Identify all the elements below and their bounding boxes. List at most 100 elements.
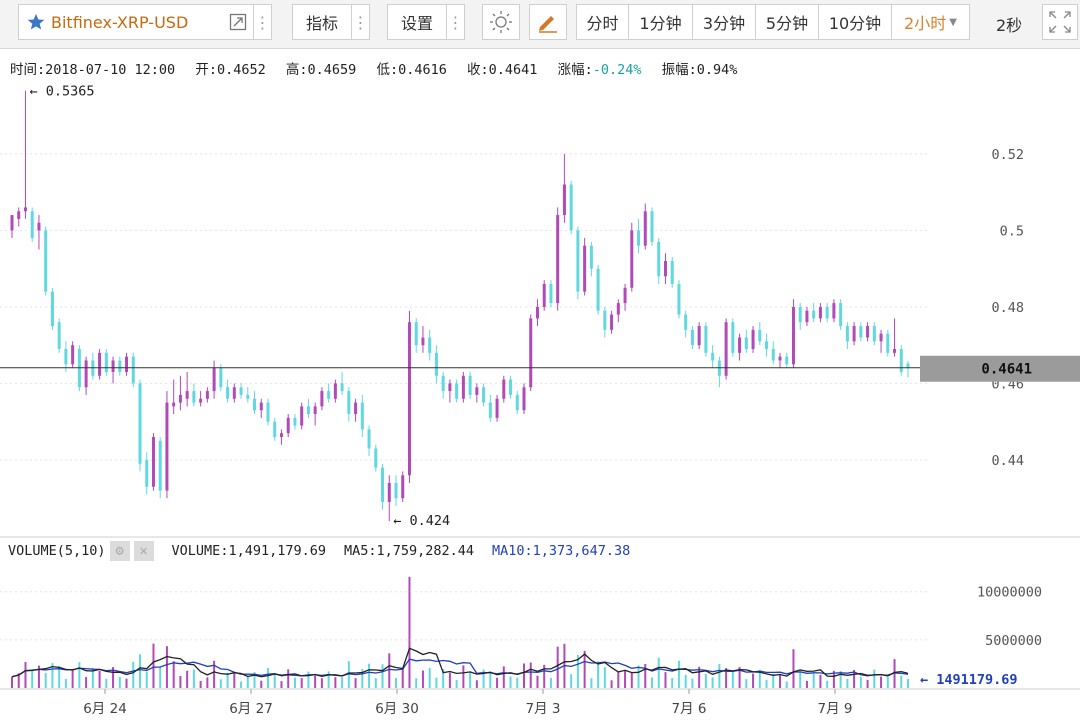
candle-body: [899, 349, 903, 372]
candle-body: [360, 402, 364, 430]
volume-bar: [617, 672, 620, 688]
ohlc-info: 时间:2018-07-10 12:00 开:0.4652 高:0.4659 低:…: [10, 58, 749, 78]
volume-bar: [37, 665, 40, 688]
volume-bar: [64, 678, 67, 688]
candle-body: [845, 326, 849, 342]
volume-bar: [280, 681, 283, 688]
candle-body: [697, 326, 701, 346]
candle-body: [778, 356, 782, 361]
candle-body: [596, 268, 600, 311]
period-fenshi[interactable]: 分时: [576, 4, 629, 40]
candle-body: [542, 283, 546, 307]
amplitude-value: 0.94%: [696, 62, 738, 78]
volume-bar: [334, 677, 337, 688]
change-readout: 涨幅:-0.24%: [558, 62, 642, 78]
price-tick-label: 0.5: [1000, 223, 1024, 239]
settings-button[interactable]: 设置: [387, 4, 447, 40]
symbol-more-icon[interactable]: ⋮: [254, 4, 272, 40]
candle-body: [738, 337, 742, 353]
gear-icon[interactable]: ⚙: [109, 541, 130, 561]
change-label: 涨幅:: [557, 62, 593, 78]
close-icon[interactable]: ✕: [133, 541, 154, 561]
candle-body: [468, 375, 472, 395]
volume-bar: [718, 664, 721, 688]
external-link-icon[interactable]: [229, 13, 247, 31]
candle-body: [535, 306, 539, 319]
candle-body: [731, 322, 735, 353]
period-label: 1分钟: [639, 14, 682, 33]
volume-bar: [839, 670, 842, 688]
settings-label: 设置: [400, 14, 433, 33]
last-price-box: [920, 355, 1080, 382]
candle-body: [293, 417, 297, 426]
volume-bar: [529, 662, 532, 688]
candle-body: [340, 383, 344, 392]
volume-bar: [401, 668, 404, 688]
candle-body: [354, 402, 358, 415]
candle-body: [791, 306, 795, 365]
candle-body: [71, 345, 75, 365]
period-label: 10分钟: [828, 14, 882, 33]
volume-bar: [125, 678, 128, 688]
candle-body: [630, 230, 634, 288]
candle-body: [347, 391, 351, 415]
candle-body: [10, 215, 14, 231]
candle-body: [44, 230, 48, 292]
candle-body: [744, 337, 748, 349]
volume-bar: [165, 646, 168, 688]
indicators-more-icon[interactable]: ⋮: [352, 4, 370, 40]
period-5min[interactable]: 5分钟: [755, 4, 819, 40]
candle-body: [17, 211, 21, 219]
candle-body: [549, 283, 553, 304]
settings-more-icon[interactable]: ⋮: [447, 4, 465, 40]
volume-bar: [85, 677, 88, 688]
candle-body: [798, 306, 802, 323]
volume-bar: [698, 666, 701, 688]
volume-bar: [758, 670, 761, 688]
candle-body: [104, 352, 108, 372]
indicators-button[interactable]: 指标: [292, 4, 352, 40]
volume-bar: [624, 670, 627, 688]
price-tick-label: 0.44: [991, 453, 1024, 469]
draw-button[interactable]: [529, 4, 567, 40]
volume-bar: [576, 655, 579, 688]
period-10min[interactable]: 10分钟: [818, 4, 892, 40]
candle-body: [603, 310, 607, 330]
volume-bar: [267, 668, 269, 688]
high-readout: 高:0.4659: [286, 62, 356, 78]
period-3min[interactable]: 3分钟: [692, 4, 756, 40]
candle-body: [111, 360, 115, 372]
volume-bar: [731, 671, 734, 688]
time-label: 时间:: [10, 62, 46, 78]
candle-body: [751, 329, 755, 349]
volume-bar: [455, 679, 458, 688]
volume-bar: [246, 675, 249, 688]
volume-bar: [192, 669, 195, 688]
volume-bar: [448, 672, 451, 688]
time-readout: 时间:2018-07-10 12:00: [10, 62, 175, 78]
low-label: 低:: [376, 62, 399, 78]
symbol-selector[interactable]: Bitfinex-XRP-USD: [18, 4, 254, 40]
volume-bar: [556, 646, 559, 688]
candle-body: [818, 306, 822, 319]
candle-body: [151, 437, 155, 487]
candle-body: [279, 433, 283, 437]
volume-bar: [361, 669, 364, 688]
x-tick-label: 6月 24: [83, 701, 127, 717]
volume-bar: [570, 674, 573, 688]
period-2h[interactable]: 2小时 ▼: [891, 4, 970, 40]
volume-bar: [677, 660, 680, 688]
volume-bar: [630, 672, 633, 688]
refresh-interval[interactable]: 2秒: [996, 16, 1023, 35]
volume-bar: [213, 660, 216, 688]
candle-body: [650, 211, 654, 242]
volume-bar: [435, 677, 438, 688]
volume-bar: [293, 677, 296, 688]
candle-body: [711, 352, 715, 361]
theme-button[interactable]: [482, 4, 520, 40]
volume-bar: [603, 667, 606, 688]
fullscreen-button[interactable]: [1042, 4, 1078, 40]
candle-body: [239, 387, 243, 395]
candle-body: [562, 184, 566, 216]
